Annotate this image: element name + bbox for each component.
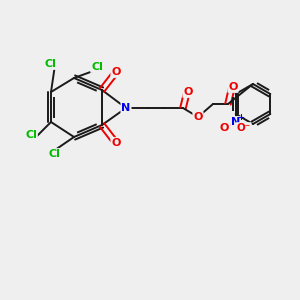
Text: Cl: Cl — [48, 149, 60, 159]
Text: O: O — [220, 123, 230, 133]
Text: Cl: Cl — [91, 62, 103, 72]
Text: O: O — [111, 67, 121, 77]
Text: O: O — [228, 82, 238, 92]
Text: +: + — [237, 112, 244, 122]
Text: Cl: Cl — [44, 59, 56, 69]
Text: O: O — [111, 138, 121, 148]
Text: N: N — [122, 103, 130, 113]
Text: O: O — [193, 112, 203, 122]
Text: O: O — [183, 87, 193, 97]
Text: Cl: Cl — [25, 130, 37, 140]
Text: O⁻: O⁻ — [237, 123, 251, 133]
Text: N: N — [231, 117, 240, 127]
